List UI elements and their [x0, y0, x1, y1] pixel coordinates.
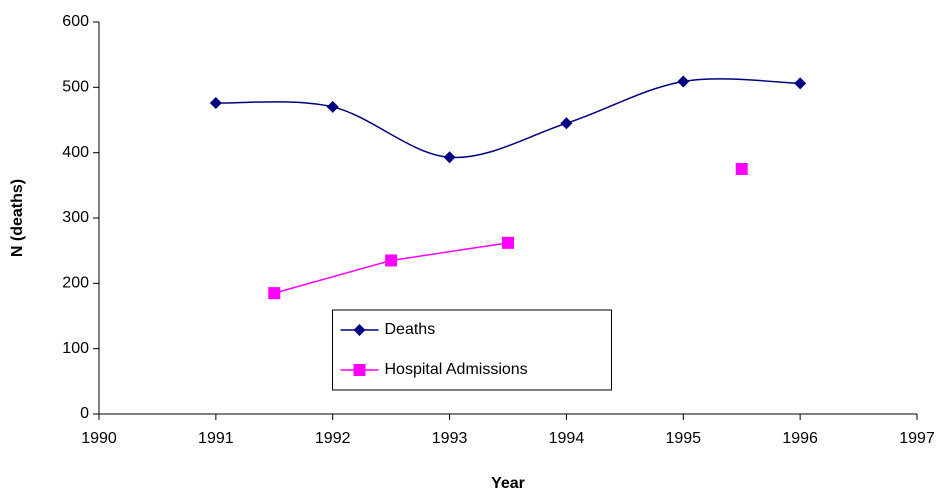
series-line: [215, 78, 801, 159]
x-axis-title: Year: [491, 475, 525, 492]
y-tick-label: 0: [80, 405, 89, 422]
x-tick-label: 1991: [198, 430, 234, 447]
marker: [560, 117, 573, 130]
marker: [385, 254, 398, 267]
marker: [443, 151, 456, 164]
series-line: [274, 242, 509, 294]
x-tick-label: 1996: [782, 430, 818, 447]
marker: [326, 100, 339, 113]
marker: [268, 287, 281, 300]
y-tick-label: 400: [62, 144, 89, 161]
x-tick-label: 1993: [432, 430, 468, 447]
legend: Deaths Hospital Admissions: [332, 309, 612, 391]
x-tick-label: 1994: [549, 430, 585, 447]
legend-label: Deaths: [385, 321, 436, 338]
x-tick-label: 1992: [315, 430, 351, 447]
marker: [502, 236, 514, 249]
y-tick-label: 600: [62, 13, 89, 30]
marker: [353, 364, 366, 376]
x-tick-label: 1997: [899, 430, 935, 447]
legend-box: [332, 309, 612, 391]
y-tick-label: 100: [62, 340, 89, 357]
x-tick-label: 1990: [81, 430, 117, 447]
marker: [794, 77, 807, 90]
x-tick-label: 1995: [665, 430, 701, 447]
marker: [677, 75, 690, 88]
y-tick-label: 200: [62, 275, 89, 292]
y-tick-label: 500: [62, 79, 89, 96]
marker: [735, 163, 748, 175]
legend-label: Hospital Admissions: [385, 361, 528, 378]
y-tick-label: 300: [62, 209, 89, 226]
y-axis-title: N (deaths): [9, 179, 26, 257]
marker: [353, 324, 366, 336]
marker: [209, 97, 222, 110]
